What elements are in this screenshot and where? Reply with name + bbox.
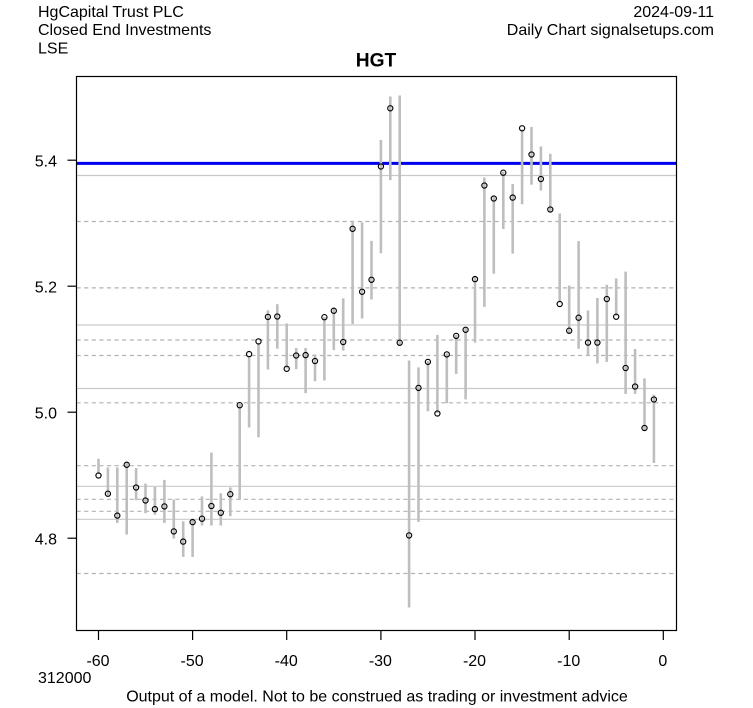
svg-text:-60: -60 (86, 653, 109, 670)
svg-text:-50: -50 (181, 653, 204, 670)
svg-text:HGT: HGT (356, 50, 397, 71)
svg-text:2024-09-11: 2024-09-11 (633, 4, 714, 21)
svg-text:5.2: 5.2 (35, 279, 57, 296)
svg-text:Output of a model. Not to be c: Output of a model. Not to be construed a… (126, 689, 628, 706)
svg-text:-10: -10 (557, 653, 580, 670)
svg-text:-40: -40 (275, 653, 298, 670)
svg-text:Closed End Investments: Closed End Investments (38, 22, 211, 39)
svg-text:-30: -30 (369, 653, 392, 670)
svg-text:5.0: 5.0 (35, 405, 57, 422)
svg-text:HgCapital Trust PLC: HgCapital Trust PLC (38, 4, 184, 21)
svg-text:LSE: LSE (38, 40, 68, 57)
svg-text:312000: 312000 (38, 670, 91, 687)
svg-text:4.8: 4.8 (35, 531, 57, 548)
svg-text:Daily Chart signalsetups.com: Daily Chart signalsetups.com (507, 22, 714, 39)
svg-text:-20: -20 (463, 653, 486, 670)
svg-text:0: 0 (658, 653, 667, 670)
svg-text:5.4: 5.4 (35, 153, 57, 170)
